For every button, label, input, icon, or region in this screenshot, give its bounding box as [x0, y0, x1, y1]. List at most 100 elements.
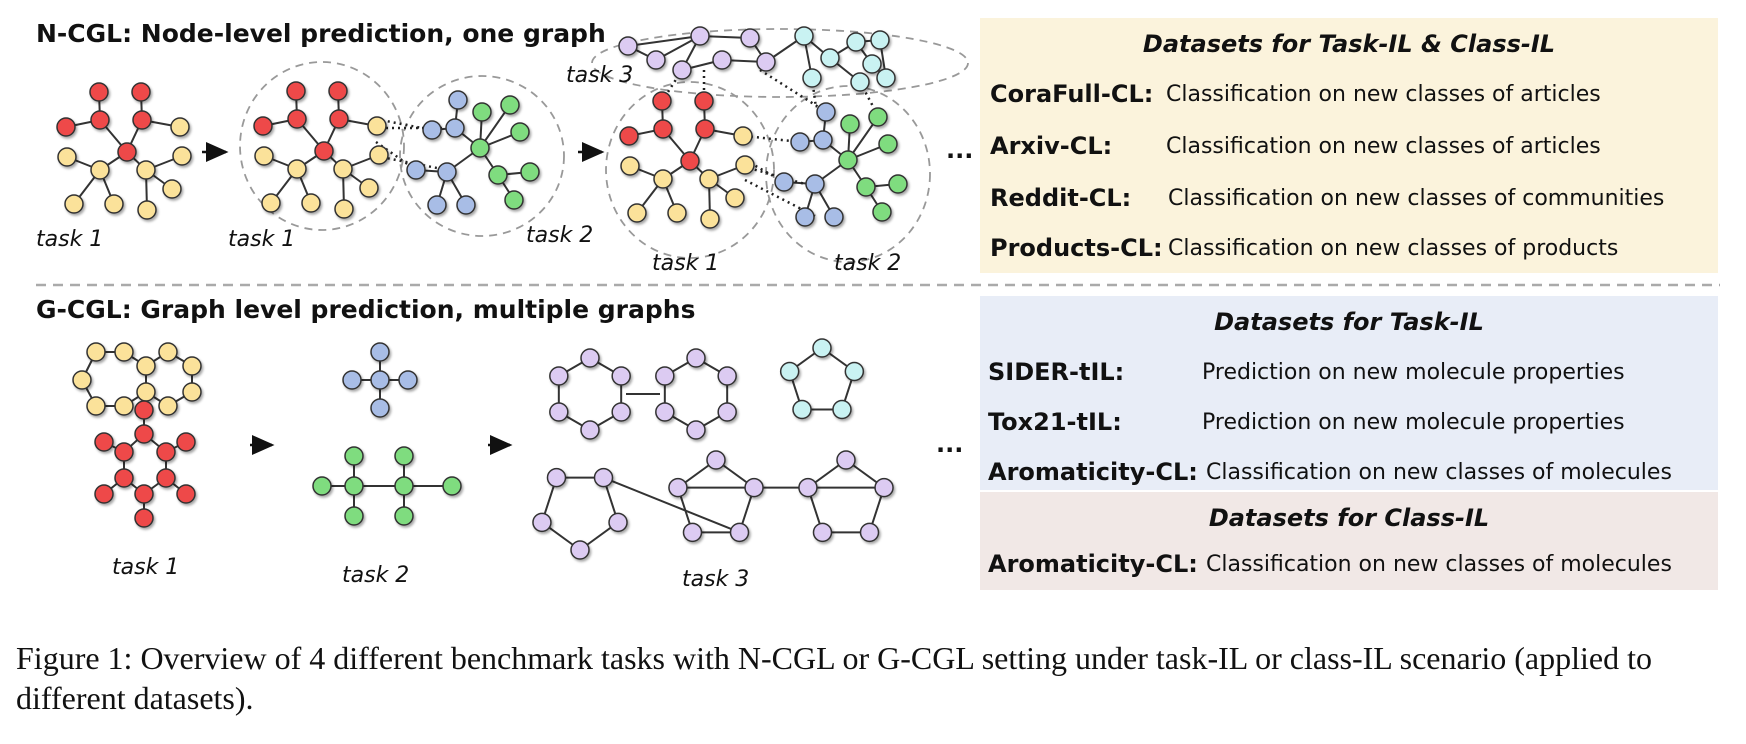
- panel-heading: Datasets for Class-IL: [1208, 504, 1490, 532]
- ncgl-task-label: task 1: [36, 227, 103, 252]
- gcgl-task2-cross-node: [370, 342, 390, 362]
- gcgl-task3-ring-node: [549, 366, 569, 386]
- ncgl-task1-copy-node: [287, 159, 307, 179]
- ncgl-stage3-task1-node: [694, 91, 714, 111]
- gcgl-task-label: task 1: [112, 555, 179, 580]
- figure-caption: Figure 1: Overview of 4 different benchm…: [16, 640, 1652, 716]
- gcgl-task3-ring-node: [608, 512, 628, 533]
- gcgl-task3-pentagon-node: [832, 399, 852, 420]
- gcgl-task3-ring-node: [744, 477, 764, 498]
- gcgl-task-label: task 2: [342, 563, 409, 588]
- ncgl-stage3-task1-node: [700, 209, 720, 229]
- ncgl-task1-node: [170, 117, 190, 137]
- ncgl-stage3-task2-node: [816, 102, 836, 122]
- ncgl-task2-node: [488, 165, 508, 185]
- gcgl-task2-molecule-node: [344, 476, 364, 496]
- ncgl-stage3-task2-node: [805, 174, 825, 194]
- dataset-name: Arxiv-CL:: [990, 132, 1113, 160]
- ncgl-stage3-task1-node: [699, 169, 719, 189]
- ncgl-task3-node: [876, 68, 896, 88]
- gcgl-task1-molecule-node: [134, 424, 154, 444]
- gcgl-task2-cross-node: [342, 370, 362, 390]
- gcgl-task1-molecule-node: [176, 432, 196, 452]
- ncgl-task3-node: [862, 54, 882, 74]
- gcgl-task1-molecule-node: [134, 508, 154, 528]
- ncgl-task1-node: [172, 146, 192, 166]
- ncgl-stage3-task1-node: [653, 119, 673, 139]
- ncgl-task1-node: [90, 110, 110, 130]
- gcgl-ellipsis: ...: [936, 430, 963, 458]
- ncgl-task2-node: [437, 162, 457, 182]
- gcgl-task3-ring-node: [549, 402, 569, 422]
- gcgl-task1-naphthalene-node: [158, 342, 178, 362]
- ncgl-stage3-task1-node: [627, 203, 647, 223]
- ncgl-task-label: task 1: [228, 227, 295, 252]
- ncgl-task3-node: [618, 36, 638, 56]
- gcgl-task3-ring-node: [717, 402, 737, 422]
- ncgl-stage3-task1-node: [735, 155, 755, 175]
- ncgl-task1-node: [162, 179, 182, 199]
- ncgl-task1-node: [132, 110, 152, 130]
- gcgl-task1-naphthalene-node: [136, 356, 156, 376]
- gcgl-task1-molecule-node: [94, 484, 114, 504]
- gcgl-task2-molecule-node: [442, 476, 462, 496]
- gcgl-task1-molecule-node: [156, 442, 176, 462]
- ncgl-task1-node: [57, 147, 77, 167]
- ncgl-task3-node: [850, 72, 870, 92]
- ncgl-task1-node: [89, 82, 109, 102]
- gcgl-task2-cross-node: [398, 370, 418, 390]
- gcgl-task3-ring-node: [580, 420, 600, 440]
- ncgl-stage3-task1-node: [667, 203, 687, 223]
- gcgl-task1-molecule-node: [134, 400, 154, 420]
- ncgl-task3-node: [802, 68, 822, 88]
- gcgl-task3-ring-node: [580, 348, 600, 368]
- panel-heading: Datasets for Task-IL & Class-IL: [1142, 30, 1556, 58]
- gcgl-task3-ring-node: [611, 366, 631, 386]
- ncgl-task2-node: [427, 195, 447, 215]
- progression-arrows: [202, 142, 605, 455]
- ncgl-task1-node: [131, 82, 151, 102]
- dataset-description: Classification on new classes of product…: [1168, 236, 1619, 261]
- gcgl-task3-ring-node: [655, 366, 675, 386]
- ncgl-stage3-task2-node: [856, 177, 876, 197]
- ncgl-title: N-CGL: Node-level prediction, one graph: [36, 19, 606, 48]
- gcgl-task3-ring-node: [532, 512, 552, 533]
- gcgl-task3-ring-node: [729, 522, 750, 543]
- gcgl-task2-molecule-node: [344, 506, 364, 526]
- ncgl-stage3-task1-node: [619, 126, 639, 146]
- ncgl-task2-node: [504, 190, 524, 210]
- gcgl-task1-naphthalene-node: [114, 396, 134, 416]
- gcgl-task3-ring-node: [655, 402, 675, 422]
- gcgl-task1-molecule-node: [134, 484, 154, 504]
- gcgl-task1-molecule-node: [114, 468, 134, 488]
- ncgl-task2-node: [520, 162, 540, 182]
- gcgl-task1-naphthalene-node: [72, 370, 92, 390]
- ncgl-task1-node: [137, 200, 157, 220]
- ncgl-task1-copy-node: [367, 116, 387, 136]
- ncgl-task1-copy-node: [261, 193, 281, 213]
- ncgl-stage3-task2-node: [888, 174, 908, 194]
- ncgl-task2-node: [422, 120, 442, 140]
- graph-nodes: [56, 26, 908, 560]
- ncgl-task3-node: [712, 50, 732, 70]
- ncgl-task1-copy-node: [314, 141, 334, 161]
- inter-task-edge: [375, 140, 417, 172]
- ncgl-stage3-task1-node: [733, 126, 753, 146]
- gcgl-task3-ring-node: [682, 522, 703, 543]
- gcgl-task3-ring-node: [874, 477, 894, 498]
- panel-task-class-il: Datasets for Task-IL & Class-IL CoraFull…: [980, 18, 1718, 273]
- ncgl-stage3-task2-node: [838, 150, 858, 170]
- gcgl-task2-cross-node: [370, 398, 390, 418]
- gcgl-task-label: task 3: [682, 567, 749, 592]
- ncgl-stage3-task1-node: [620, 156, 640, 176]
- dataset-name: Products-CL:: [990, 234, 1163, 262]
- gcgl-task1-naphthalene-node: [86, 342, 106, 362]
- ncgl-task-label: task 3: [566, 63, 633, 88]
- ncgl-stage3-task1-node: [695, 119, 715, 139]
- ncgl-task2-node: [510, 122, 530, 142]
- gcgl-task1-molecule-node: [94, 432, 114, 452]
- ncgl-stage3-task2-node: [840, 114, 860, 134]
- gcgl-task1-molecule-node: [114, 442, 134, 462]
- ncgl-task3-node: [756, 52, 776, 72]
- gcgl-task1-naphthalene-node: [182, 382, 202, 402]
